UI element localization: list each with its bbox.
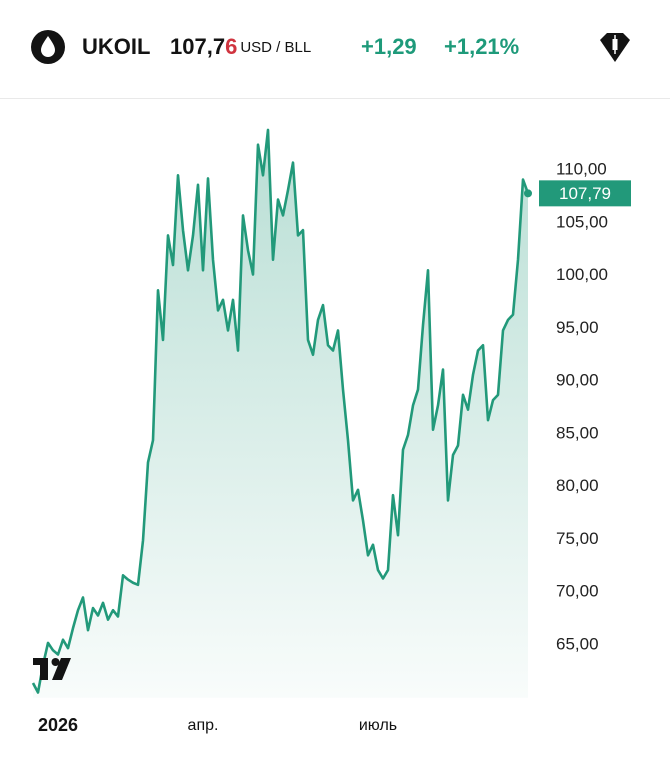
last-price-label: 107,79 (559, 184, 611, 203)
y-tick-label: 70,00 (556, 582, 599, 601)
last-point (524, 189, 532, 198)
y-tick-label: 65,00 (556, 635, 599, 654)
y-tick-label: 80,00 (556, 476, 599, 495)
logo (33, 658, 71, 680)
plot: 65,00 70,00 75,00 80,00 85,00 90,00 95,00 100,0… (31, 128, 631, 735)
price-group: 107,76 USD / BLL (170, 34, 311, 59)
last-price-box (539, 180, 631, 207)
y-tick-label: 90,00 (556, 371, 599, 390)
y-tick-label: 105,00 (556, 212, 608, 231)
unit: USD / BLL (240, 39, 311, 56)
logo-slash (52, 658, 71, 680)
logo-dot (51, 658, 60, 666)
y-tick-label: 75,00 (556, 529, 599, 548)
y-tick-label: 85,00 (556, 423, 599, 442)
price: 107,7 (170, 34, 225, 59)
y-tick-label: 110,00 (556, 159, 607, 178)
alert-icon-candle (612, 39, 618, 50)
area-fill (33, 129, 528, 698)
x-tick-label: 2026 (38, 715, 78, 735)
logo-stem (40, 658, 48, 680)
change-percent: +1,21% (444, 34, 519, 59)
symbol-icon-drop (41, 36, 55, 57)
y-tick-label: 95,00 (556, 318, 599, 337)
y-tick-label: 100,00 (556, 265, 608, 284)
price-last-digit: 6 (225, 34, 237, 59)
x-tick-label: июль (359, 717, 397, 734)
price-line (31, 128, 530, 694)
change: +1,29 (361, 34, 417, 59)
x-tick-label: апр. (188, 717, 219, 734)
symbol: UKOIL (82, 34, 150, 59)
